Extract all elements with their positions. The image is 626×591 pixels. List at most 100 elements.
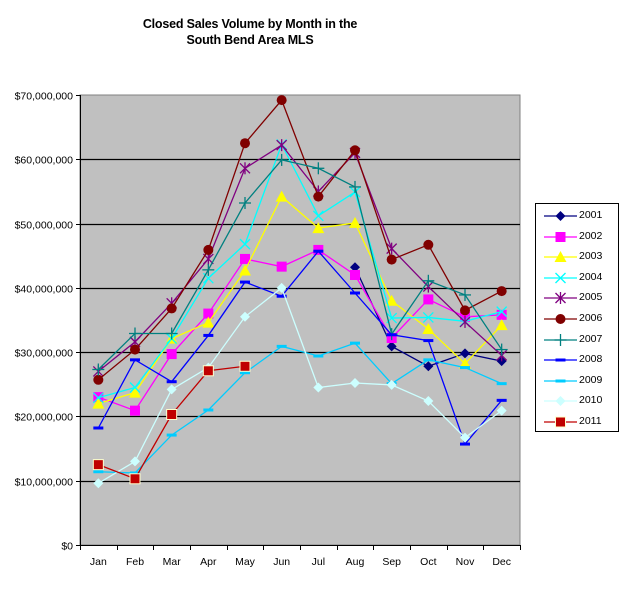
diamond-marker-icon xyxy=(350,378,360,388)
dash-marker-icon xyxy=(555,379,566,383)
dash-marker-icon xyxy=(240,371,250,375)
dash-marker-icon xyxy=(460,366,470,370)
x-axis: Jan Feb Mar Apr May Jun Jul Aug Sep Oct Nov Dec xyxy=(80,545,521,568)
asterisk-marker-icon xyxy=(239,162,251,175)
x-tick-label: Jun xyxy=(273,556,290,568)
legend-item-2008: 2008 xyxy=(536,350,620,370)
legend-swatch-icon xyxy=(544,292,577,305)
legend-label: 2004 xyxy=(579,270,603,283)
circle-marker-icon xyxy=(240,138,250,149)
legend-swatch-icon xyxy=(544,251,577,263)
x-tick-label: Dec xyxy=(492,556,511,568)
legend-label: 2007 xyxy=(579,332,603,345)
gridlines xyxy=(80,158,520,483)
asterisk-marker-icon xyxy=(555,292,566,305)
dash-marker-icon xyxy=(240,280,250,284)
x-marker-icon xyxy=(555,272,566,284)
diamond-marker-icon xyxy=(460,348,470,359)
plus-marker-icon xyxy=(422,274,435,287)
x-marker-icon xyxy=(496,306,508,318)
diamond-marker-icon xyxy=(130,456,140,467)
diamond-marker-icon xyxy=(93,478,104,489)
legend-label: 2008 xyxy=(579,353,603,366)
y-tick-label: $0 xyxy=(61,541,73,553)
legend-swatch-icon xyxy=(544,314,577,324)
triangle-marker-icon xyxy=(202,316,215,328)
square-marker-icon xyxy=(166,349,177,360)
dash-marker-icon xyxy=(313,354,324,358)
plus-marker-icon xyxy=(275,153,288,166)
dash-marker-icon xyxy=(203,408,214,412)
x-tick-label: Apr xyxy=(200,556,217,568)
dash-marker-icon xyxy=(350,291,360,295)
square-outlined-marker-icon xyxy=(129,473,141,485)
dash-marker-icon xyxy=(423,358,434,362)
triangle-marker-icon xyxy=(275,190,288,202)
dash-marker-icon xyxy=(386,333,397,337)
y-tick-label: $10,000,000 xyxy=(15,477,74,489)
diamond-marker-icon xyxy=(555,396,566,407)
legend-item-2010: 2010 xyxy=(536,391,620,411)
diamond-marker-icon xyxy=(496,405,507,416)
square-outlined-marker-icon xyxy=(166,409,178,420)
dash-marker-icon xyxy=(460,442,470,446)
legend-label: 2009 xyxy=(579,373,603,386)
legend-swatch-icon xyxy=(544,272,577,284)
circle-marker-icon xyxy=(423,239,434,250)
dash-marker-icon xyxy=(166,380,177,384)
diamond-marker-icon xyxy=(240,311,250,322)
x-marker-icon xyxy=(422,311,434,323)
series-line xyxy=(98,342,502,474)
legend-item-2007: 2007 xyxy=(536,330,620,350)
circle-marker-icon xyxy=(350,145,360,156)
legend-item-2002: 2002 xyxy=(536,227,620,247)
x-tick-label: Jan xyxy=(90,556,107,568)
x-tick-label: Oct xyxy=(420,556,436,568)
triangle-marker-icon xyxy=(459,357,471,369)
x-tick-label: Nov xyxy=(456,556,475,568)
dash-marker-icon xyxy=(350,341,360,345)
y-tick-label: $20,000,000 xyxy=(15,412,74,424)
x-tick-label: Jul xyxy=(312,556,325,568)
series-2009 xyxy=(93,341,507,475)
legend-swatch-icon xyxy=(544,333,577,346)
y-tick-label: $50,000,000 xyxy=(15,220,74,232)
dash-marker-icon xyxy=(93,426,104,430)
x-tick-label: Aug xyxy=(346,556,365,568)
plus-marker-icon xyxy=(459,288,471,301)
diamond-marker-icon xyxy=(276,282,287,293)
square-outlined-marker-icon xyxy=(555,416,566,428)
dash-marker-icon xyxy=(313,249,324,253)
y-tick-label: $30,000,000 xyxy=(15,348,74,360)
plus-marker-icon xyxy=(554,333,567,346)
y-tick-label: $40,000,000 xyxy=(15,284,74,296)
square-marker-icon xyxy=(276,261,287,272)
x-tick-label: Mar xyxy=(163,556,182,568)
series-line xyxy=(98,249,502,412)
dash-marker-icon xyxy=(93,470,104,474)
triangle-marker-icon xyxy=(92,397,105,409)
triangle-marker-icon xyxy=(312,222,325,234)
series-line xyxy=(97,144,503,372)
dash-marker-icon xyxy=(166,433,177,437)
legend-item-2006: 2006 xyxy=(536,309,620,329)
series-2006 xyxy=(93,95,507,385)
y-tick-label: $70,000,000 xyxy=(15,91,74,103)
circle-marker-icon xyxy=(386,254,397,265)
legend-label: 2011 xyxy=(579,415,602,427)
y-axis: $0 $10,000,000 $20,000,000 $30,000,000 $40,0… xyxy=(15,91,81,553)
circle-marker-icon xyxy=(555,314,566,324)
plus-marker-icon xyxy=(495,343,508,356)
square-marker-icon xyxy=(240,253,250,264)
legend-item-2005: 2005 xyxy=(536,288,620,308)
x-tick-label: Sep xyxy=(382,556,401,568)
series-line xyxy=(98,142,502,399)
series-lines xyxy=(92,95,508,489)
triangle-marker-icon xyxy=(385,294,398,306)
dash-marker-icon xyxy=(130,358,140,362)
series-line xyxy=(98,286,503,484)
plus-marker-icon xyxy=(349,180,361,193)
y-tick-label: $60,000,000 xyxy=(15,155,74,167)
legend-label: 2003 xyxy=(579,250,603,263)
